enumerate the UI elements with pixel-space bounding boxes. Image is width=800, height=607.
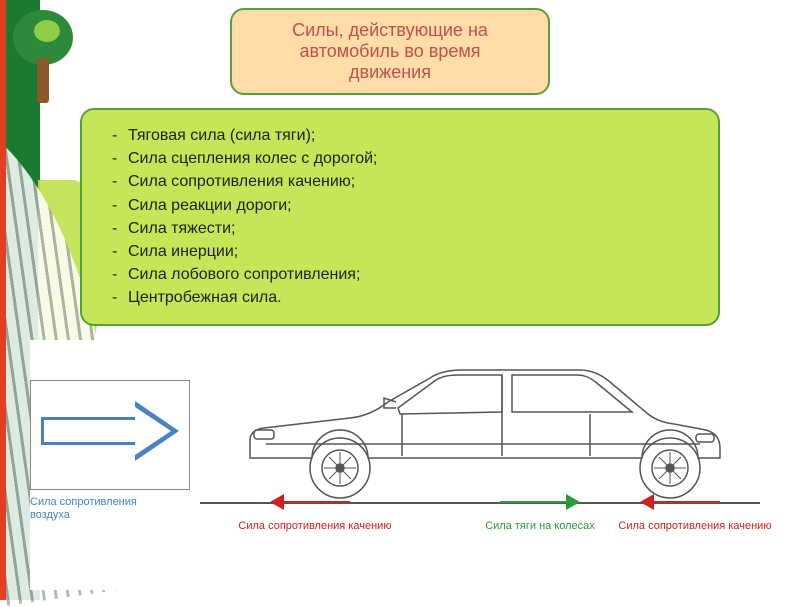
title-line-2: автомобиль во время (246, 41, 534, 62)
title-box: Силы, действующие на автомобиль во время… (230, 8, 550, 95)
tree-icon (8, 10, 78, 100)
traction-label: Сила тяги на колесах (460, 520, 620, 533)
list-item: Центробежная сила. (106, 286, 698, 309)
list-item: Сила инерции; (106, 240, 698, 263)
forces-diagram: Сила сопротивления воздуха (30, 340, 770, 590)
rolling-resistance-rear-label: Сила сопротивления качению (230, 520, 400, 533)
car-zone: Сила сопротивления качению Сила тяги на … (200, 340, 760, 560)
title-line-3: движения (246, 62, 534, 83)
list-item: Сила реакции дороги; (106, 194, 698, 217)
list-item: Сила сопротивления качению; (106, 170, 698, 193)
air-resistance-label: Сила сопротивления воздуха (30, 496, 170, 522)
list-item: Сила тяжести; (106, 217, 698, 240)
list-item: Тяговая сила (сила тяги); (106, 124, 698, 147)
forces-list: Тяговая сила (сила тяги); Сила сцепления… (106, 124, 698, 310)
air-resistance-arrow-icon (41, 401, 181, 461)
title-line-1: Силы, действующие на (246, 20, 534, 41)
car-outline-icon (230, 358, 730, 508)
rolling-resistance-rear-arrow-icon (270, 492, 350, 512)
list-item: Сила лобового сопротивления; (106, 263, 698, 286)
forces-list-box: Тяговая сила (сила тяги); Сила сцепления… (80, 108, 720, 326)
air-resistance-box (30, 380, 190, 490)
accent-line (0, 0, 6, 600)
list-item: Сила сцепления колес с дорогой; (106, 147, 698, 170)
rolling-resistance-front-arrow-icon (640, 492, 720, 512)
traction-arrow-icon (500, 492, 580, 512)
rolling-resistance-front-label: Сила сопротивления качению (610, 520, 780, 533)
